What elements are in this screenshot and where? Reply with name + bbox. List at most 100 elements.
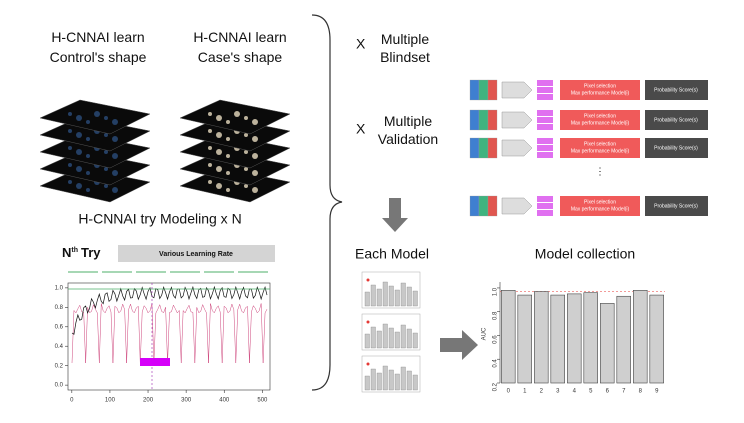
image-spot <box>112 136 118 142</box>
channel <box>478 109 489 131</box>
image-spot <box>216 115 222 121</box>
step-arrow <box>501 139 533 157</box>
channel <box>478 79 489 101</box>
image-spot <box>244 167 248 171</box>
label-line: H-CNNAI learn <box>193 29 286 45</box>
bar <box>649 294 664 384</box>
thumb-dot <box>366 320 370 324</box>
y-tick-label: 0.4 <box>493 359 499 368</box>
thumb-bar <box>388 285 394 307</box>
score-box <box>645 138 708 158</box>
feature-box <box>537 152 553 158</box>
y-tick-label: 0.4 <box>55 344 64 350</box>
select-text: Pixel selection <box>584 113 616 119</box>
image-spot <box>104 184 108 188</box>
thumb-bar <box>388 369 394 391</box>
image-spot <box>68 146 72 150</box>
image-spot <box>252 170 258 176</box>
image-spot <box>104 116 108 120</box>
channel <box>469 109 480 131</box>
thumb-bar <box>406 328 412 349</box>
bar <box>583 292 598 384</box>
image-spot <box>252 136 258 142</box>
label-line: Case's shape <box>198 49 283 65</box>
score-text: Probability Score(s) <box>654 87 698 93</box>
thumb-dot <box>366 278 370 282</box>
feature-box <box>537 145 553 151</box>
ellipsis: ⋮ <box>595 167 605 178</box>
image-spot <box>68 180 72 184</box>
label-line: Multiple <box>381 31 429 47</box>
image-spot <box>226 188 230 192</box>
step-arrow <box>501 81 533 99</box>
bar <box>550 294 565 384</box>
score-text: Probability Score(s) <box>654 117 698 123</box>
y-tick-label: 0.2 <box>55 363 64 369</box>
down-arrow <box>382 198 408 232</box>
image-spot <box>216 183 222 189</box>
image-spot <box>208 112 212 116</box>
image-spot <box>104 133 108 137</box>
thumb-bar <box>376 288 382 307</box>
image-layer <box>39 99 151 135</box>
try-plot: 0 100 200 300 400 500 0.0 0.2 0.4 0.6 0.8 1.0 <box>55 282 271 404</box>
bar <box>534 291 549 384</box>
thumb-bar <box>400 324 406 349</box>
image-spot <box>112 187 118 193</box>
trace <box>71 303 268 364</box>
score-box <box>645 110 708 130</box>
image-spot <box>226 120 230 124</box>
feature-box <box>537 110 553 116</box>
image-spot <box>234 111 240 117</box>
x-tick-label: 200 <box>143 398 154 404</box>
x-tick-label: 5 <box>589 389 593 395</box>
thumb-bar <box>376 330 382 349</box>
image-spot <box>208 163 212 167</box>
channel <box>469 137 480 159</box>
thumb-bar <box>394 289 400 307</box>
score-text: Probability Score(s) <box>654 145 698 151</box>
thumb-frame <box>361 271 421 309</box>
y-tick-label: 0.6 <box>493 335 499 344</box>
feature-box <box>537 196 553 202</box>
channel <box>487 79 498 101</box>
x-tick-label: 9 <box>655 389 659 395</box>
step-arrow <box>501 197 533 215</box>
label-line: Multiple <box>384 113 432 129</box>
image-spot <box>86 154 90 158</box>
title-part: Try <box>81 245 101 260</box>
select-box <box>560 138 640 158</box>
thumb-frame <box>361 355 421 393</box>
x-tick-label: 4 <box>573 389 577 395</box>
step-label: Multiple Blindset <box>380 31 430 65</box>
image-spot <box>94 111 100 117</box>
x-tick-label: 500 <box>257 398 268 404</box>
feature-box <box>537 80 553 86</box>
image-spot <box>208 146 212 150</box>
thumb-bar <box>412 374 418 391</box>
bracket <box>311 14 343 391</box>
select-box <box>560 80 640 100</box>
y-tick-label: 0.6 <box>55 324 64 330</box>
y-axis-label: AUC <box>482 327 488 340</box>
image-spot <box>244 184 248 188</box>
select-text: Pixel selection <box>584 199 616 205</box>
image-spot <box>216 132 222 138</box>
select-text: Max performance Model(i) <box>571 90 630 96</box>
pipeline: Pixel selection Max performance Model(i) P… <box>469 79 708 217</box>
y-tick-label: 0.8 <box>55 305 64 311</box>
image-spot <box>252 153 258 159</box>
feature-box <box>537 94 553 100</box>
feature-box <box>537 124 553 130</box>
image-spot <box>76 166 82 172</box>
feature-box <box>537 138 553 144</box>
case-label: H-CNNAI learn Case's shape <box>193 29 286 65</box>
thumb-bar <box>376 372 382 391</box>
channel <box>478 137 489 159</box>
image-spot <box>86 120 90 124</box>
image-spot <box>104 150 108 154</box>
channel <box>487 109 498 131</box>
x-tick-label: 1 <box>523 389 527 395</box>
select-text: Max performance Model(i) <box>571 148 630 154</box>
image-spot <box>86 171 90 175</box>
